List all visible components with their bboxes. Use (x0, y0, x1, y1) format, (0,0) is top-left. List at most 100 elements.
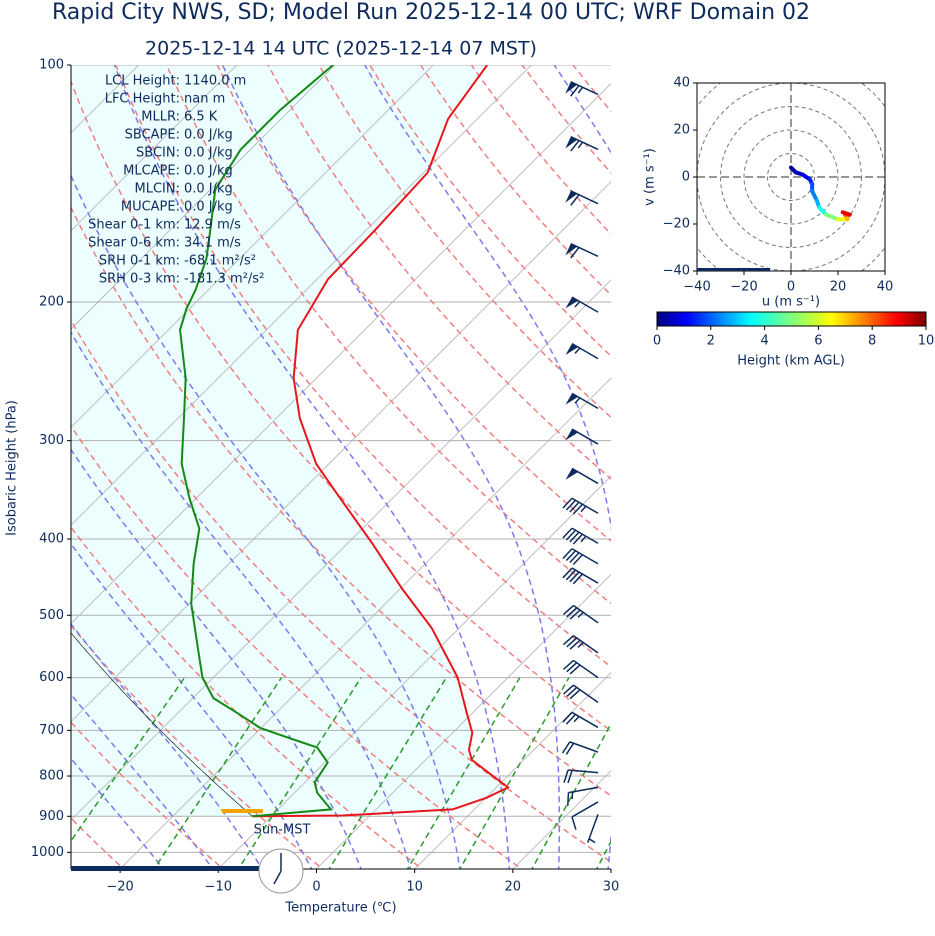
wind-barb (561, 741, 599, 755)
wind-barb (562, 567, 599, 585)
barb-full (569, 664, 581, 675)
range-ring (720, 106, 862, 248)
stat-label: SRH 0-3 km: (99, 272, 180, 287)
y-tick-label: 20 (673, 123, 690, 138)
isotherm (71, 65, 336, 330)
wind-barb (563, 769, 599, 784)
wind-barb (587, 814, 599, 844)
barb-full (563, 604, 574, 616)
barb-full (569, 552, 580, 564)
wind-barb (565, 392, 599, 410)
barb-flag (565, 468, 579, 480)
hodograph: −40 −20 0 20 40 −40 −20 0 20 40 0 2 4 6 8 10 (650, 36, 935, 349)
barb-full (571, 816, 577, 830)
barb-flag (565, 429, 579, 441)
barb-full (570, 247, 580, 259)
colorbar-tick-label: 6 (814, 334, 822, 349)
barb-full (569, 571, 580, 583)
dry-adiabat (710, 47, 935, 872)
x-tick-label: 40 (877, 280, 894, 295)
barb-staff (572, 635, 599, 654)
stat-label: SBCAPE: (125, 128, 180, 143)
barb-full (563, 769, 569, 783)
x-tick-label: 10 (406, 880, 423, 895)
stat-label: Shear 0-6 km: (88, 236, 180, 251)
barb-full (566, 686, 578, 697)
colorbar-label: Height (km AGL) (737, 354, 845, 369)
barb-full (562, 567, 573, 579)
hodograph-segment (824, 212, 840, 222)
barb-flag (565, 343, 579, 355)
isotherm (71, 82, 611, 625)
barb-full (572, 573, 583, 585)
barb-half (588, 838, 596, 844)
wind-barb (565, 136, 599, 152)
dry-adiabat (419, 65, 611, 297)
x-tick-label: −20 (106, 880, 133, 895)
moist-adiabat (71, 173, 461, 869)
range-ring (767, 153, 815, 201)
stat-value: 0.0 J/kg (184, 182, 233, 197)
mixing-ratio-line (595, 839, 611, 869)
barb-full (572, 533, 583, 545)
barb-staff (572, 659, 599, 679)
barb-full (563, 635, 574, 646)
barb-staff (572, 604, 599, 624)
x-tick-label: −10 (205, 880, 232, 895)
dry-adiabat (216, 65, 611, 542)
barb-full (569, 609, 581, 620)
y-tick-label: 200 (39, 295, 64, 310)
colorbar (656, 311, 927, 327)
isotherm (71, 65, 434, 428)
stat-value: 0.0 J/kg (184, 164, 233, 179)
stat-label: MLCIN: (135, 182, 180, 197)
mixing-ratio-line (328, 677, 447, 869)
isotherm (414, 672, 611, 869)
x-tick-label: −20 (730, 280, 757, 295)
range-ring (743, 129, 839, 225)
barb-half (577, 141, 584, 149)
dry-adiabat (71, 624, 324, 869)
isotherm (119, 377, 611, 869)
barb-flag (565, 190, 578, 203)
stat-value: -181.3 m²/s² (184, 272, 264, 287)
barb-staff (571, 527, 599, 544)
mixing-ratio-line (642, 678, 740, 873)
hodograph-grid (650, 36, 932, 318)
barb-half (580, 535, 587, 543)
profiles (71, 65, 510, 818)
barb-full (565, 713, 577, 725)
stat-value: nan m (184, 92, 225, 107)
dry-adiabat (71, 721, 225, 869)
clock-icon (258, 848, 304, 894)
isotherm (71, 279, 611, 821)
stat-label: MLLR: (141, 110, 180, 125)
barb-staff (570, 190, 599, 205)
stat-label: MUCAPE: (121, 200, 180, 215)
x-tick-label: 0 (312, 880, 320, 895)
range-ring (697, 83, 885, 271)
hodograph-x-label: u (m s⁻¹) (762, 295, 820, 310)
barb-staff (568, 786, 599, 794)
dry-adiabat (318, 65, 611, 419)
barb-staff (572, 684, 599, 703)
barb-flag (565, 136, 578, 149)
barb-full (565, 550, 577, 562)
colorbar-tick-label: 2 (707, 334, 715, 349)
barb-staff (571, 497, 599, 514)
colorbar-tick-label: 10 (918, 334, 935, 349)
wind-barb (565, 342, 599, 360)
chart-subtitle: 2025-12-14 14 UTC (2025-12-14 07 MST) (145, 38, 537, 60)
barb-full (567, 770, 573, 784)
dry-adiabat (71, 205, 611, 797)
barb-full (563, 684, 574, 695)
barb-full (562, 527, 573, 539)
wind-barb (565, 428, 599, 445)
range-ring (650, 36, 932, 318)
isotherm (71, 181, 611, 723)
colorbar-tick-label: 8 (868, 334, 876, 349)
barb-half (573, 715, 580, 723)
isotherm (693, 29, 935, 885)
hodograph-frame (696, 82, 886, 272)
isotherm (217, 475, 611, 869)
